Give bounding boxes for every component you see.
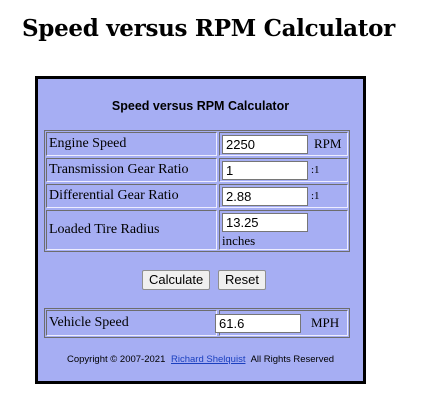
calculator-panel: Speed versus RPM Calculator Engine Speed… xyxy=(35,76,366,384)
copyright-footer: Copyright © 2007-2021 Richard Shelquist … xyxy=(38,354,363,365)
copyright-text: Copyright © 2007-2021 xyxy=(66,354,166,365)
input-table: Engine Speed RPM Transmission Gear Ratio… xyxy=(44,130,350,252)
engine-speed-cell: RPM xyxy=(219,132,348,156)
transmission-ratio-unit: :1 xyxy=(311,164,320,176)
differential-ratio-cell: :1 xyxy=(219,184,348,208)
tire-radius-unit: inches xyxy=(222,233,256,248)
calculate-button[interactable]: Calculate xyxy=(142,270,211,290)
vehicle-speed-label: Vehicle Speed xyxy=(46,310,217,336)
page-title: Speed versus RPM Calculator xyxy=(22,15,395,42)
calculator-heading: Speed versus RPM Calculator xyxy=(111,99,290,113)
engine-speed-input[interactable] xyxy=(222,135,308,154)
engine-speed-label: Engine Speed xyxy=(46,132,217,156)
tire-radius-label: Loaded Tire Radius xyxy=(46,210,217,250)
transmission-ratio-cell: :1 xyxy=(219,158,348,182)
vehicle-speed-unit: MPH xyxy=(311,315,340,330)
engine-speed-unit: RPM xyxy=(314,136,342,151)
rights-text: All Rights Reserved xyxy=(250,354,335,365)
author-link[interactable]: Richard Shelquist xyxy=(171,354,246,365)
reset-button[interactable]: Reset xyxy=(218,270,266,290)
transmission-ratio-label: Transmission Gear Ratio xyxy=(46,158,217,182)
vehicle-speed-cell: MPH xyxy=(215,310,348,336)
differential-ratio-row: Differential Gear Ratio :1 xyxy=(46,184,348,208)
transmission-ratio-row: Transmission Gear Ratio :1 xyxy=(46,158,348,182)
tire-radius-row: Loaded Tire Radius inches xyxy=(46,210,348,250)
differential-ratio-input[interactable] xyxy=(222,187,308,206)
vehicle-speed-output[interactable] xyxy=(215,314,301,333)
tire-radius-input[interactable] xyxy=(222,213,308,232)
differential-ratio-unit: :1 xyxy=(311,190,320,202)
engine-speed-row: Engine Speed RPM xyxy=(46,132,348,156)
transmission-ratio-input[interactable] xyxy=(222,161,308,180)
differential-ratio-label: Differential Gear Ratio xyxy=(46,184,217,208)
tire-radius-cell: inches xyxy=(219,210,348,250)
output-table: Vehicle Speed MPH xyxy=(44,308,350,338)
vehicle-speed-row: Vehicle Speed MPH xyxy=(46,310,348,336)
